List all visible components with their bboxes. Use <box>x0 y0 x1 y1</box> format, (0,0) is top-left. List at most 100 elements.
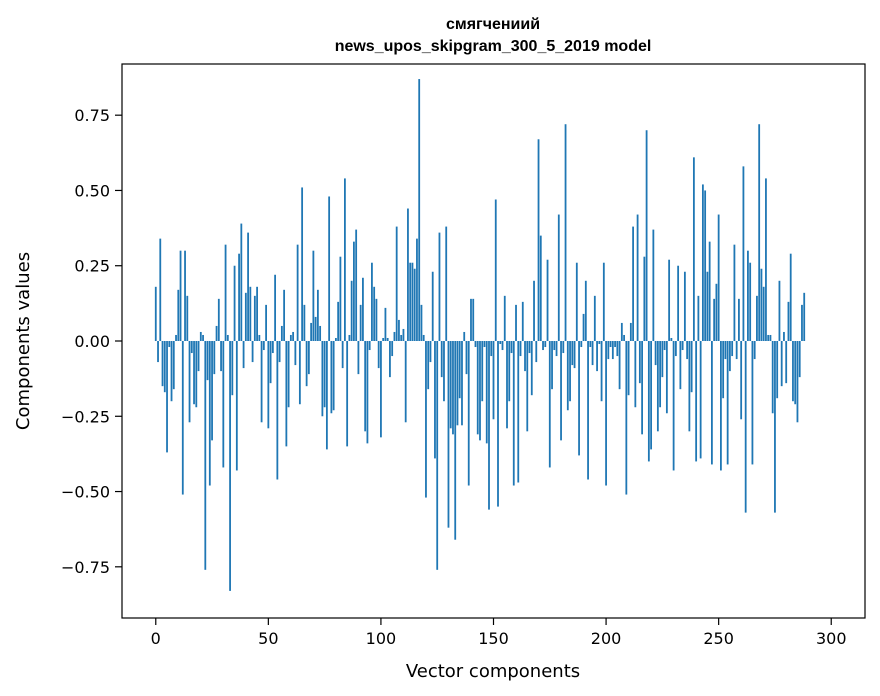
bar-16 <box>190 341 193 354</box>
bar-53 <box>274 274 277 341</box>
bar-276 <box>776 341 779 399</box>
bar-101 <box>382 337 385 341</box>
bar-119 <box>422 334 425 341</box>
bar-35 <box>233 265 236 341</box>
bar-192 <box>587 341 589 480</box>
bar-5 <box>166 341 168 453</box>
bar-156 <box>506 341 508 429</box>
bar-62 <box>294 341 297 366</box>
bar-84 <box>343 178 346 341</box>
bar-113 <box>409 262 412 341</box>
bar-18 <box>195 341 198 408</box>
bar-263 <box>747 250 749 341</box>
bar-270 <box>762 286 765 341</box>
bar-105 <box>391 341 394 357</box>
bar-45 <box>256 286 258 341</box>
x-axis-label: Vector components <box>406 661 580 682</box>
bar-267 <box>756 295 758 341</box>
bar-128 <box>443 341 445 402</box>
bar-150 <box>492 341 495 420</box>
bar-120 <box>425 341 427 498</box>
bar-245 <box>706 271 709 341</box>
bar-153 <box>499 341 502 345</box>
bar-55 <box>278 341 281 363</box>
bar-261 <box>742 166 745 341</box>
bar-265 <box>751 341 754 465</box>
bar-86 <box>348 334 351 341</box>
bar-162 <box>519 341 522 357</box>
bar-1 <box>157 341 159 363</box>
bar-15 <box>188 341 191 423</box>
bar-21 <box>202 334 204 341</box>
x-axis-ticks: 0 50 100 150 200 250 300 <box>151 618 847 648</box>
bar-180 <box>560 341 562 441</box>
bar-104 <box>389 341 391 378</box>
bar-14 <box>186 295 189 341</box>
bar-239 <box>692 157 695 341</box>
bar-195 <box>593 295 596 341</box>
bar-78 <box>330 341 333 414</box>
bar-144 <box>479 341 481 441</box>
bar-223 <box>656 341 659 432</box>
bar-22 <box>204 341 207 570</box>
bar-152 <box>497 341 499 507</box>
bar-208 <box>623 334 625 341</box>
x-tick-label-50: 50 <box>258 629 278 648</box>
bar-76 <box>325 341 328 450</box>
bar-145 <box>481 341 484 402</box>
bar-83 <box>341 341 344 369</box>
bar-136 <box>461 341 463 426</box>
bar-63 <box>296 244 299 341</box>
bar-170 <box>537 139 540 341</box>
bar-179 <box>557 214 560 341</box>
bar-73 <box>319 325 322 341</box>
bar-123 <box>431 271 434 341</box>
bar-168 <box>533 280 535 341</box>
bar-200 <box>605 341 607 486</box>
bar-176 <box>551 341 553 390</box>
bar-159 <box>512 341 515 486</box>
bar-41 <box>247 232 249 341</box>
bar-164 <box>524 341 526 372</box>
bar-273 <box>769 334 772 341</box>
bar-228 <box>668 259 671 341</box>
bar-77 <box>328 196 331 341</box>
bar-29 <box>220 341 222 372</box>
bar-182 <box>564 124 567 341</box>
bar-285 <box>796 341 799 423</box>
bar-236 <box>686 341 689 360</box>
bar-268 <box>758 124 761 341</box>
x-tick-label-200: 200 <box>591 629 622 648</box>
bar-85 <box>346 341 349 447</box>
bar-196 <box>596 341 598 372</box>
bar-219 <box>647 341 650 462</box>
bar-234 <box>681 341 684 351</box>
bar-220 <box>650 341 653 450</box>
y-tick-label-2: −0.25 <box>61 407 110 426</box>
bar-43 <box>251 341 254 363</box>
bar-222 <box>654 341 657 366</box>
bar-193 <box>589 341 592 348</box>
bar-154 <box>501 341 504 351</box>
y-tick-label-4: 0.25 <box>74 257 110 276</box>
bar-151 <box>494 199 497 341</box>
bar-81 <box>337 301 340 341</box>
bar-221 <box>652 229 655 341</box>
bar-211 <box>629 322 632 341</box>
bar-75 <box>323 341 326 408</box>
bar-250 <box>717 214 720 341</box>
bar-184 <box>569 341 571 402</box>
bar-138 <box>465 341 468 375</box>
bar-67 <box>305 341 308 387</box>
bar-201 <box>607 341 610 360</box>
bar-203 <box>611 341 614 360</box>
bar-110 <box>402 328 405 341</box>
bar-167 <box>530 341 533 396</box>
bar-185 <box>571 341 574 366</box>
bar-140 <box>470 298 472 341</box>
bar-264 <box>749 262 752 341</box>
bar-287 <box>801 304 803 341</box>
bar-117 <box>418 79 421 341</box>
bar-171 <box>539 235 542 341</box>
bar-226 <box>663 341 666 351</box>
